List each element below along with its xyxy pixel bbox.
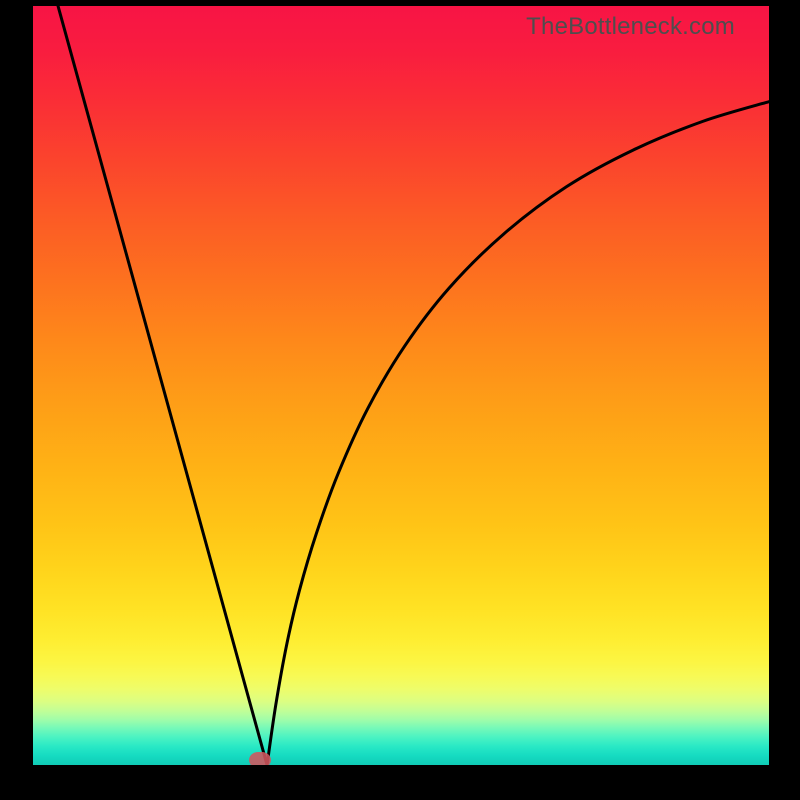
vertex-marker xyxy=(249,752,271,765)
curve-right-branch xyxy=(267,102,769,765)
bottleneck-curve xyxy=(33,6,769,765)
curve-left-branch xyxy=(58,6,267,765)
plot-area: TheBottleneck.com xyxy=(33,6,769,765)
